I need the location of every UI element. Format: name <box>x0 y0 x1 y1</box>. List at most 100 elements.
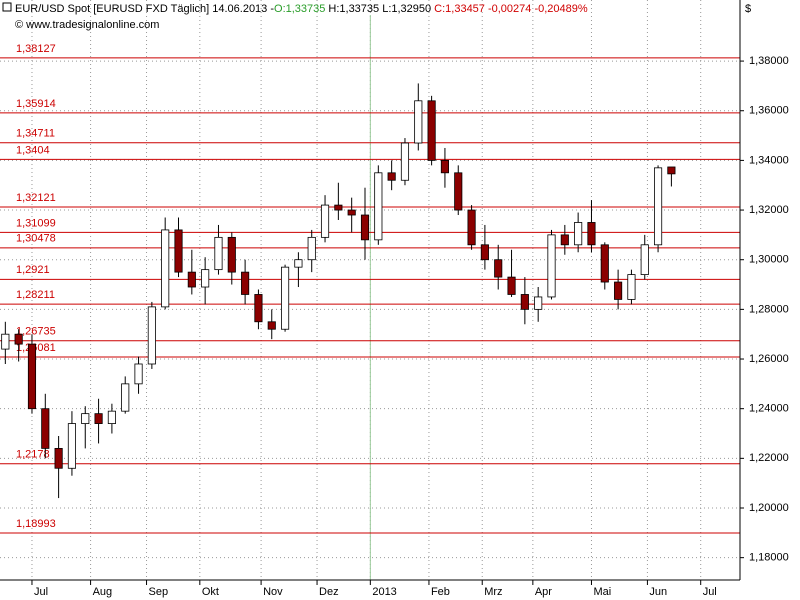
candle-body <box>560 234 569 246</box>
candle-body <box>414 100 423 144</box>
y-tick-label: 1,22000 <box>749 452 789 464</box>
level-label: 1,26735 <box>16 326 56 338</box>
y-tick-label: 1,32000 <box>749 204 789 216</box>
candle-body <box>400 142 410 181</box>
candle-body <box>347 209 356 216</box>
y-tick-label: 1,36000 <box>749 105 789 117</box>
candle-body <box>121 383 130 412</box>
candle-body <box>480 244 489 261</box>
level-label: 1,38127 <box>16 43 56 55</box>
candle-body <box>281 266 290 330</box>
x-tick-label: Okt <box>202 586 219 598</box>
x-tick-label: Feb <box>431 586 450 598</box>
candle-body <box>187 271 196 288</box>
candle-body <box>67 423 76 469</box>
candle-body <box>374 172 383 241</box>
open-value: O:1,33735 <box>274 3 325 15</box>
candle-body <box>640 244 649 276</box>
candle-body <box>307 236 316 261</box>
level-label: 1,2921 <box>16 264 50 276</box>
candle-body <box>320 204 330 238</box>
candle-body <box>600 244 609 283</box>
candle-body <box>134 363 143 385</box>
x-tick-label: Jul <box>34 586 48 598</box>
y-tick-label: 1,18000 <box>749 552 789 564</box>
legend-box <box>2 2 12 12</box>
x-tick-label: Jun <box>649 586 667 598</box>
candle-body <box>241 271 250 295</box>
candle-body <box>574 222 583 246</box>
candle-body <box>214 236 223 271</box>
candle-body <box>54 448 63 469</box>
candle-body <box>94 413 103 424</box>
y-tick-label: 1,24000 <box>749 403 789 415</box>
level-label: 1,18993 <box>16 518 56 530</box>
x-tick-label: Aug <box>93 586 113 598</box>
candle-body <box>267 321 276 330</box>
x-tick-label: Nov <box>263 586 283 598</box>
candle-body <box>454 172 463 211</box>
x-tick-label: 2013 <box>372 586 396 598</box>
x-tick-label: Mai <box>593 586 611 598</box>
candle-body <box>614 281 623 300</box>
candle-body <box>334 204 343 211</box>
high-low: H:1,33735 L:1,32950 <box>328 3 431 15</box>
candle-body <box>467 209 476 246</box>
candle-body <box>520 294 529 310</box>
y-tick-label: 1,38000 <box>749 55 789 67</box>
candle-body <box>81 413 90 424</box>
x-tick-label: Sep <box>149 586 169 598</box>
candle-body <box>627 274 636 300</box>
symbol: EUR/USD Spot [EURUSD FXD Täglich] 14.06.… <box>15 3 274 15</box>
close-value: C:1,33457 -0,00274 -0,20489% <box>434 3 588 15</box>
levels: 1,38127 1,35914 1,34711 1,3404 1,32121 1,3109… <box>0 43 740 534</box>
candle-body <box>507 276 516 295</box>
x-tick-label: Mrz <box>484 586 502 598</box>
candle-body <box>294 259 303 268</box>
y-tick-label: 1,26000 <box>749 353 789 365</box>
level-label: 1,3404 <box>16 144 50 156</box>
candle-body <box>201 269 210 288</box>
y-tick-label: 1,28000 <box>749 303 789 315</box>
y-tick-label: 1,30000 <box>749 254 789 266</box>
candle-body <box>387 172 396 181</box>
candle-body <box>534 296 543 310</box>
candle-body <box>654 167 663 246</box>
candle-body <box>147 306 156 365</box>
level-label: 1,32121 <box>16 192 56 204</box>
candle-body <box>547 234 556 298</box>
candle-body <box>254 294 263 323</box>
candle-body <box>1 333 10 350</box>
level-label: 1,2178 <box>16 449 50 461</box>
candle-body <box>440 159 449 174</box>
x-tick-label: Jul <box>703 586 717 598</box>
candle-body <box>107 410 116 424</box>
level-label: 1,28211 <box>16 289 55 301</box>
copyright: © www.tradesignalonline.com <box>15 19 159 31</box>
level-label: 1,35914 <box>16 98 56 110</box>
candle-body <box>587 222 596 246</box>
grid <box>0 0 740 580</box>
y-tick-label: 1,20000 <box>749 502 789 514</box>
level-label: 1,30478 <box>16 233 56 245</box>
level-label: 1,34711 <box>16 128 55 140</box>
candle-body <box>27 343 37 410</box>
x-tick-label: Dez <box>319 586 339 598</box>
candle-body <box>161 229 170 308</box>
candles <box>1 83 676 499</box>
chart-header: EUR/USD Spot [EURUSD FXD Täglich] 14.06.… <box>15 3 588 15</box>
candle-body <box>667 166 676 175</box>
level-label: 1,31099 <box>16 217 56 229</box>
currency: $ <box>745 3 751 15</box>
candle-body <box>227 236 236 273</box>
candle-body <box>174 229 183 273</box>
candle-body <box>427 100 436 161</box>
candle-body <box>360 214 370 241</box>
candle-body <box>41 408 50 449</box>
candle-body <box>494 259 503 278</box>
y-tick-label: 1,34000 <box>749 154 789 166</box>
candle-body <box>14 333 23 345</box>
x-tick-label: Apr <box>535 586 552 598</box>
